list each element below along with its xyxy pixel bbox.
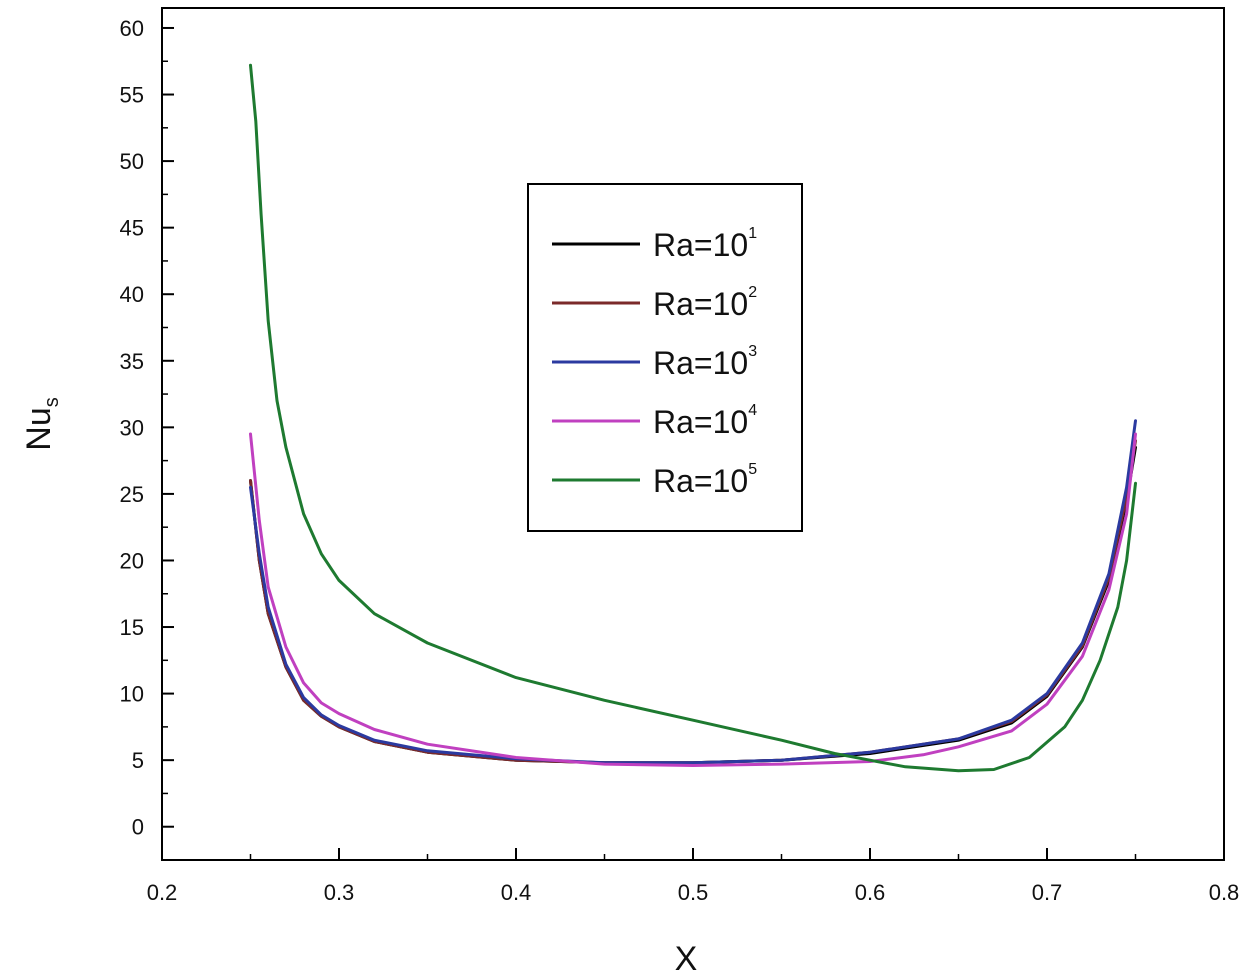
y-axis-ticks: 0 5 10 15 20 25 30 35 40 45 50 55 60 [120,16,174,840]
y-tick-label: 25 [120,482,144,507]
y-tick-label: 0 [132,815,144,840]
legend-label-exponent: 1 [748,225,757,242]
legend-label: Ra=104 [653,402,757,440]
x-tick-label: 0.8 [1209,880,1240,905]
legend-label: Ra=105 [653,461,757,499]
x-tick-label: 0.2 [147,880,178,905]
y-tick-label: 55 [120,83,144,108]
legend-label-base: Ra=10 [653,345,748,381]
y-tick-label: 20 [120,548,144,573]
y-tick-label: 10 [120,682,144,707]
y-tick-label: 30 [120,415,144,440]
legend-label-base: Ra=10 [653,404,748,440]
legend-box [527,183,803,532]
y-axis-title-subscript: s [41,397,63,407]
y-tick-label: 5 [132,748,144,773]
y-tick-label: 40 [120,282,144,307]
x-tick-label: 0.7 [1032,880,1063,905]
series-lines [249,63,1137,773]
y-tick-label: 60 [120,16,144,41]
y-tick-label: 50 [120,149,144,174]
series-line-ra-10-4 [249,432,1137,767]
legend-label-exponent: 4 [748,402,757,419]
svg-text:Nus: Nus [20,397,63,450]
y-tick-label: 15 [120,615,144,640]
y-axis-title-main: Nu [20,407,58,450]
series-line-ra-10-5 [249,63,1137,773]
legend-label-exponent: 2 [748,284,757,301]
x-tick-label: 0.5 [678,880,709,905]
legend-label-base: Ra=10 [653,286,748,322]
legend-label: Ra=102 [653,284,757,322]
y-tick-label: 45 [120,216,144,241]
x-tick-label: 0.6 [855,880,886,905]
legend-label-base: Ra=10 [653,227,748,263]
legend-label: Ra=101 [653,225,757,263]
x-axis-title: X [675,940,698,977]
y-axis-title: Nus [20,397,63,450]
x-axis-ticks: 0.2 0.3 0.4 0.5 0.6 0.7 0.8 [147,848,1240,905]
legend-label-exponent: 5 [748,461,757,478]
y-tick-label: 35 [120,349,144,374]
x-tick-label: 0.4 [501,880,532,905]
legend-label: Ra=103 [653,343,757,381]
x-tick-label: 0.3 [324,880,355,905]
legend-label-exponent: 3 [748,343,757,360]
legend-label-base: Ra=10 [653,463,748,499]
